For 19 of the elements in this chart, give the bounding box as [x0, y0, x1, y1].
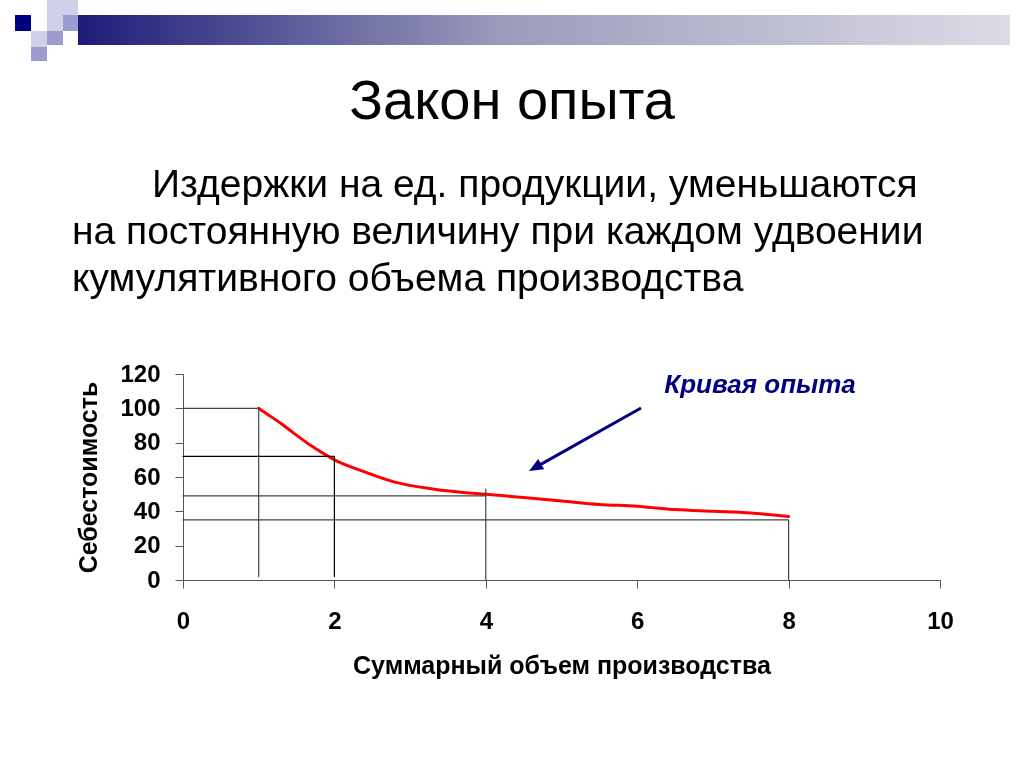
x-tick-label: 2	[328, 606, 342, 634]
line-series	[257, 406, 791, 518]
y-tick-label: 40	[133, 496, 161, 524]
x-tick-label: 0	[176, 606, 191, 634]
x-tick-label: 10	[927, 606, 954, 634]
x-tick-label: 6	[631, 606, 645, 634]
x-axis-title: Суммарный объем производства	[353, 650, 773, 679]
y-tick-label: 100	[120, 393, 161, 421]
y-tick-label: 120	[120, 359, 161, 387]
y-axis-title: Себестоимость	[74, 381, 103, 574]
x-tick-label: 8	[782, 606, 796, 634]
y-tick-label: 60	[133, 462, 161, 490]
x-tick-label: 4	[479, 606, 494, 634]
y-tick-label: 0	[147, 565, 161, 593]
chart-subtitle: Издержки на ед. продукции, уменьшаются на постоянную величину при каждом удвоении кумулятивного объема производства	[72, 161, 925, 301]
chart-title: Закон опыта	[348, 67, 676, 133]
y-tick-label: 80	[133, 428, 161, 456]
y-tick-label: 20	[133, 531, 161, 559]
annotation: Кривая опыта	[664, 369, 856, 399]
